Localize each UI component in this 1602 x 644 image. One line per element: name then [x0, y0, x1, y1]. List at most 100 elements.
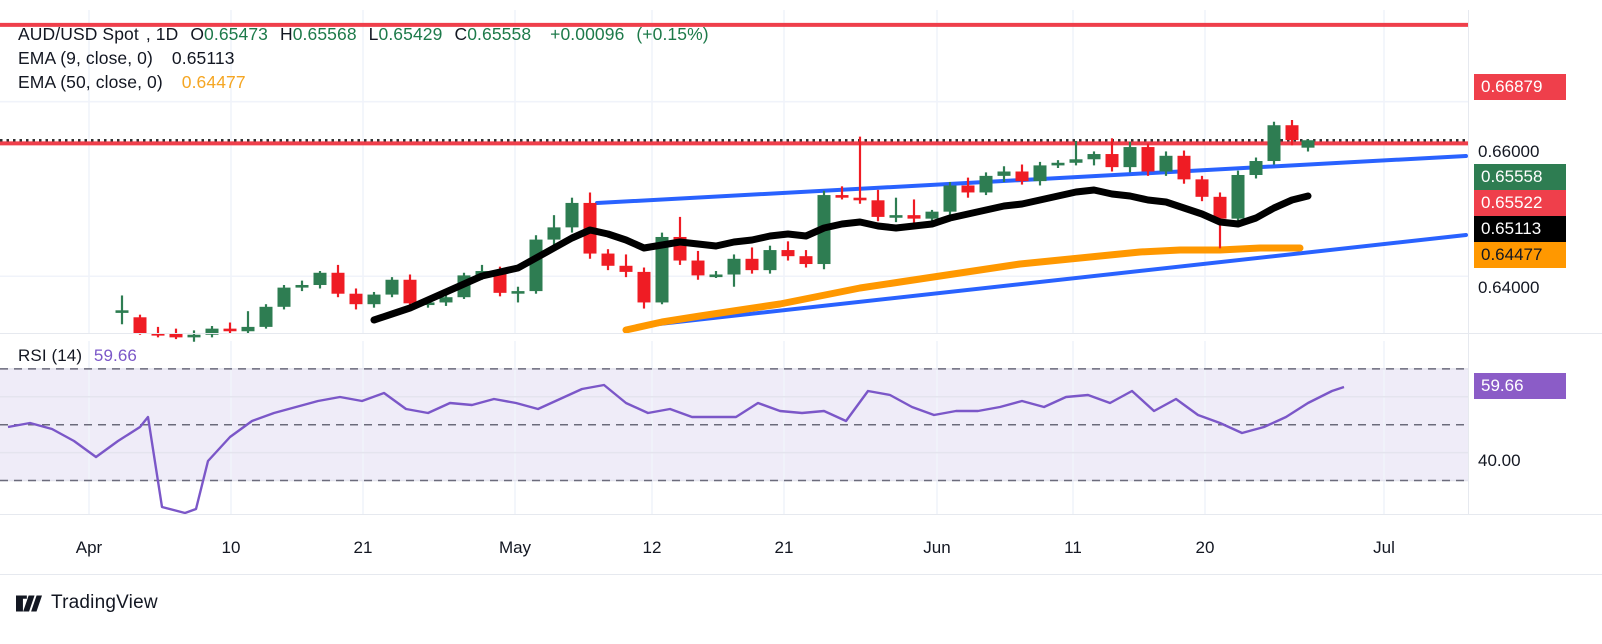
candle-body: [403, 279, 417, 304]
candle-body: [943, 185, 957, 212]
candle-body: [133, 317, 147, 333]
price-badge-ema50[interactable]: 0.64477: [1474, 242, 1566, 268]
candle-9[interactable]: [277, 284, 291, 310]
candle-62[interactable]: [1231, 170, 1245, 224]
rsi-pane[interactable]: [0, 341, 1468, 515]
ema50-line[interactable]: [622, 244, 1304, 334]
candle-43[interactable]: [889, 197, 903, 223]
rsi-line[interactable]: [7, 383, 1345, 515]
candle-5[interactable]: [205, 326, 219, 338]
candle-59[interactable]: [1177, 150, 1191, 184]
candle-64[interactable]: [1267, 121, 1281, 165]
candle-42[interactable]: [871, 189, 885, 222]
candle-body: [1087, 154, 1101, 160]
candle-32[interactable]: [691, 250, 705, 280]
candle-body: [835, 195, 849, 198]
rsi-badge-value[interactable]: 59.66: [1474, 373, 1566, 399]
price-badge-level[interactable]: 0.65522: [1474, 190, 1566, 216]
rsi-axis[interactable]: 59.66 40.00: [1468, 341, 1602, 514]
candle-41[interactable]: [853, 136, 867, 204]
candle-body: [439, 297, 453, 303]
candle-body: [655, 236, 669, 303]
candle-55[interactable]: [1105, 138, 1119, 172]
candle-10[interactable]: [295, 280, 309, 292]
price-badge-last-close[interactable]: 0.65558: [1474, 164, 1566, 190]
candle-body: [331, 272, 345, 294]
candle-7[interactable]: [241, 311, 255, 334]
candle-1[interactable]: [133, 314, 147, 335]
candle-58[interactable]: [1159, 151, 1173, 176]
candle-40[interactable]: [835, 186, 849, 200]
candle-body: [871, 200, 885, 217]
candle-6[interactable]: [223, 322, 237, 333]
candle-34[interactable]: [727, 254, 741, 287]
candle-44[interactable]: [907, 199, 921, 224]
candle-8[interactable]: [259, 304, 273, 329]
candle-body: [1033, 165, 1047, 182]
price-axis-separator: [1468, 10, 1469, 514]
candle-body: [907, 215, 921, 219]
candle-37[interactable]: [781, 241, 795, 261]
candle-38[interactable]: [799, 250, 813, 268]
candle-26[interactable]: [583, 192, 597, 259]
candle-22[interactable]: [511, 286, 525, 303]
candle-57[interactable]: [1141, 143, 1155, 176]
time-tick-21b: 21: [774, 538, 794, 557]
price-axis[interactable]: 0.66000 0.64000 0.66879 0.65558 0.65522 …: [1468, 10, 1602, 514]
candle-11[interactable]: [313, 271, 327, 289]
candle-65[interactable]: [1285, 119, 1299, 146]
candle-56[interactable]: [1123, 141, 1137, 173]
candle-49[interactable]: [997, 166, 1011, 182]
candle-29[interactable]: [637, 267, 651, 309]
price-badge-ema9[interactable]: 0.65113: [1474, 216, 1566, 242]
candle-12[interactable]: [331, 264, 345, 298]
candle-4[interactable]: [187, 330, 201, 342]
tradingview-brand[interactable]: TradingView: [16, 592, 158, 614]
time-axis[interactable]: Apr 10 21 May 12 21 Jun 11 20 Jul: [0, 516, 1468, 574]
candle-54[interactable]: [1087, 151, 1101, 166]
candle-body: [1249, 161, 1263, 175]
candle-body: [691, 260, 705, 276]
candle-60[interactable]: [1195, 175, 1209, 202]
time-tick-12: 12: [642, 538, 662, 557]
candle-2[interactable]: [151, 326, 165, 338]
ema9-line[interactable]: [370, 186, 1312, 324]
candle-15[interactable]: [385, 277, 399, 298]
candle-18[interactable]: [439, 294, 453, 306]
candle-45[interactable]: [925, 209, 939, 223]
candle-24[interactable]: [547, 215, 561, 248]
candle-46[interactable]: [943, 181, 957, 216]
tradingview-logo-icon: [16, 595, 42, 612]
candle-25[interactable]: [565, 197, 579, 233]
candle-50[interactable]: [1015, 164, 1029, 185]
candle-body: [1105, 154, 1119, 168]
candle-51[interactable]: [1033, 161, 1047, 186]
candle-13[interactable]: [349, 288, 363, 310]
candle-body: [637, 271, 651, 303]
candle-35[interactable]: [745, 247, 759, 274]
candle-body: [115, 310, 129, 313]
candle-body: [295, 284, 309, 288]
candle-53[interactable]: [1069, 140, 1083, 166]
candle-48[interactable]: [979, 172, 993, 196]
candle-28[interactable]: [619, 254, 633, 278]
candle-66[interactable]: [1301, 139, 1315, 152]
candle-27[interactable]: [601, 249, 615, 271]
price-badge-resistance[interactable]: 0.66879: [1474, 74, 1566, 100]
candle-body: [511, 291, 525, 294]
candle-33[interactable]: [709, 271, 723, 279]
candle-body: [1285, 125, 1299, 141]
price-pane[interactable]: [0, 10, 1468, 342]
upper-trendline[interactable]: [595, 154, 1468, 205]
candle-52[interactable]: [1051, 160, 1065, 169]
candle-14[interactable]: [367, 291, 381, 308]
time-tick-21a: 21: [353, 538, 373, 557]
candle-63[interactable]: [1249, 157, 1263, 179]
candle-16[interactable]: [403, 274, 417, 307]
lower-trendline[interactable]: [648, 233, 1468, 327]
candle-0[interactable]: [115, 295, 129, 325]
price-tick-0: 0.66000: [1478, 142, 1540, 161]
candle-36[interactable]: [763, 245, 777, 274]
candle-body: [169, 333, 183, 338]
candle-47[interactable]: [961, 177, 975, 198]
